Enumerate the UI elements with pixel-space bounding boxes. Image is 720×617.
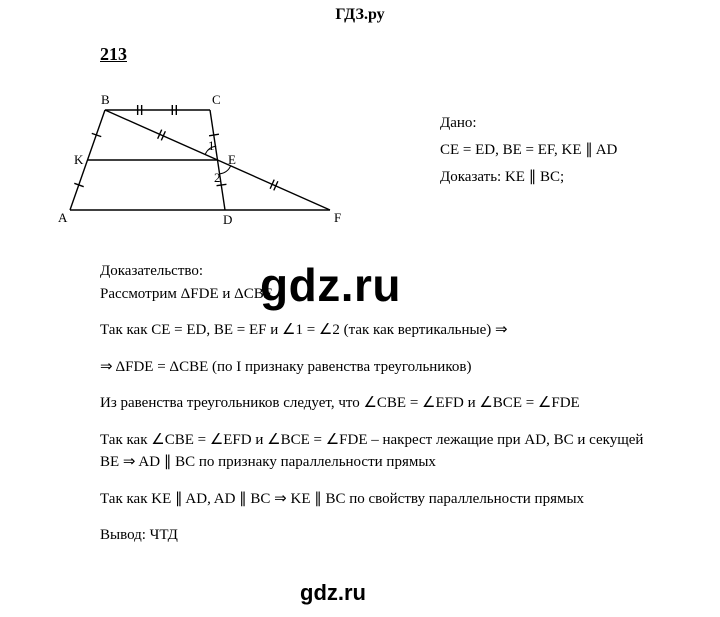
- site-name: ГДЗ.ру: [335, 6, 384, 23]
- proof-p3: ⇒ ΔFDE = ΔCBE (по I признаку равенства т…: [100, 356, 660, 379]
- svg-text:A: A: [58, 210, 68, 225]
- proof-p5: Так как ∠CBE = ∠EFD и ∠BCE = ∠FDE – накр…: [100, 429, 660, 474]
- svg-text:K: K: [74, 152, 84, 167]
- svg-text:F: F: [334, 210, 341, 225]
- proof-title: Доказательство:: [100, 263, 203, 279]
- svg-text:E: E: [228, 152, 236, 167]
- problem-number: 213: [100, 44, 127, 65]
- proof-p7: Вывод: ЧТД: [100, 524, 660, 547]
- proof-p6: Так как KE ∥ AD, AD ∥ BC ⇒ KE ∥ BC по св…: [100, 488, 660, 511]
- svg-text:C: C: [212, 92, 221, 107]
- proof-p2: Так как CE = ED, BE = EF и ∠1 = ∠2 (так …: [100, 319, 660, 342]
- proof-block: Доказательство: Рассмотрим ΔFDE и ΔCBE Т…: [100, 260, 660, 561]
- proof-p1: Рассмотрим ΔFDE и ΔCBE: [100, 286, 273, 302]
- svg-text:2: 2: [214, 170, 221, 185]
- site-header: ГДЗ.ру: [0, 0, 720, 24]
- geometry-diagram: A B C D E F K 1 2: [50, 90, 370, 230]
- svg-text:1: 1: [208, 138, 215, 153]
- given-line-2: Доказать: KE ∥ BC;: [440, 164, 617, 191]
- given-block: Дано: CE = ED, BE = EF, KE ∥ AD Доказать…: [440, 110, 617, 191]
- proof-p4: Из равенства треугольников следует, что …: [100, 392, 660, 415]
- given-title: Дано:: [440, 110, 617, 137]
- svg-text:D: D: [223, 212, 232, 227]
- svg-text:B: B: [101, 92, 110, 107]
- given-line-1: CE = ED, BE = EF, KE ∥ AD: [440, 137, 617, 164]
- watermark-bottom: gdz.ru: [300, 580, 366, 606]
